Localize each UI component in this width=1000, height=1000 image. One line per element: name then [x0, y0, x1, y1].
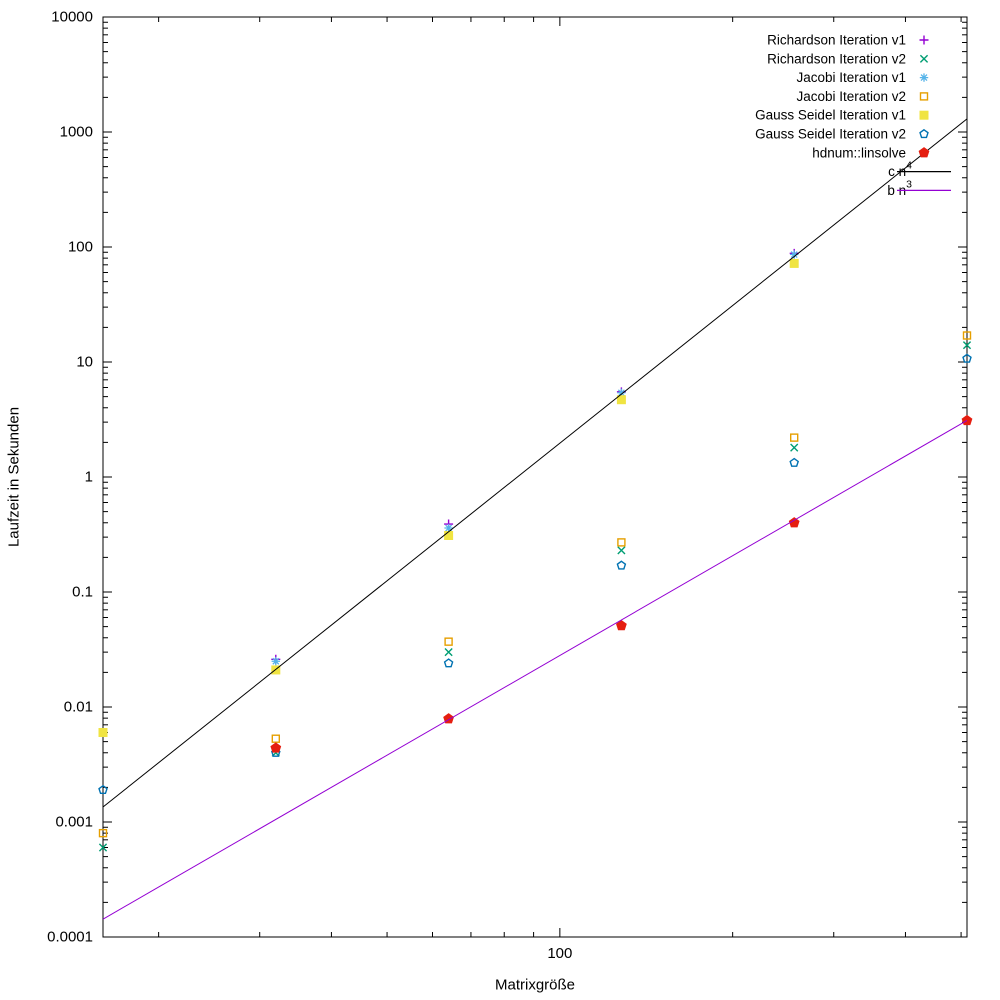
data-point	[444, 523, 453, 533]
axis-ticks: 10000 1000 100 10 1 0.1 0.01 0.001 0.0001 100	[47, 9, 967, 962]
legend-item-richardson-v1: Richardson Iteration v1	[767, 33, 929, 48]
series-richardson-v2	[98, 341, 972, 852]
data-point	[98, 828, 108, 838]
y-tick-label: 0.01	[64, 699, 93, 716]
y-tick-label: 1000	[60, 124, 93, 141]
legend-label: c n4	[888, 160, 912, 180]
series-hdnum-linsolve	[270, 414, 973, 753]
data-point	[962, 331, 972, 340]
legend-label: Richardson Iteration v1	[767, 33, 906, 48]
y-axis-title: Laufzeit in Sekunden	[5, 406, 23, 548]
data-point	[443, 658, 454, 668]
data-point	[919, 35, 929, 45]
fit-line-c-n4	[102, 118, 968, 808]
data-point	[919, 73, 929, 82]
data-point	[271, 657, 280, 666]
data-point	[789, 457, 800, 467]
y-tick-label: 10	[76, 354, 93, 371]
data-point	[616, 619, 627, 631]
data-point	[444, 637, 453, 646]
data-point	[919, 54, 929, 63]
series-gauss-seidel-v1	[98, 258, 799, 738]
data-point	[789, 258, 799, 268]
series-gauss-seidel-v2	[98, 353, 972, 795]
data-point	[962, 341, 972, 350]
data-point	[961, 414, 973, 426]
y-tick-label: 1	[85, 469, 93, 486]
data-point	[919, 110, 929, 120]
data-point	[919, 92, 929, 101]
legend-label: Gauss Seidel Iteration v2	[755, 127, 906, 142]
series-jacobi-v1	[271, 250, 799, 666]
legend-label: Richardson Iteration v2	[767, 51, 906, 66]
y-tick-label: 0.001	[55, 814, 93, 831]
legend-label: Jacobi Iteration v1	[796, 70, 906, 85]
data-point	[788, 517, 800, 528]
legend-item-hdnum-linsolve: hdnum::linsolve	[812, 145, 930, 160]
legend-item-jacobi-v2: Jacobi Iteration v2	[796, 89, 929, 104]
fit-line-b-n3	[102, 420, 968, 920]
data-point	[616, 395, 626, 405]
data-point	[444, 530, 454, 540]
legend-label: b n3	[887, 178, 912, 198]
y-tick-label: 0.1	[72, 584, 93, 601]
data-point	[617, 538, 626, 547]
legend-item-jacobi-v1: Jacobi Iteration v1	[796, 70, 929, 85]
data-point	[271, 734, 280, 743]
data-point	[962, 353, 972, 363]
legend-item-gauss-seidel-v1: Gauss Seidel Iteration v1	[755, 108, 929, 123]
data-point	[444, 648, 453, 657]
data-point	[790, 433, 799, 442]
data-point	[919, 128, 929, 139]
legend-label: Jacobi Iteration v2	[796, 89, 906, 104]
y-tick-label: 100	[68, 239, 93, 256]
data-point	[98, 728, 108, 738]
data-point	[98, 784, 108, 795]
y-tick-label: 10000	[51, 9, 93, 26]
series-jacobi-v2	[98, 331, 972, 838]
legend-label: hdnum::linsolve	[812, 145, 906, 160]
legend-item-b-n3: b n3	[887, 178, 951, 198]
data-point	[918, 147, 930, 158]
legend-item-gauss-seidel-v2: Gauss Seidel Iteration v2	[755, 127, 929, 142]
x-tick-label: 100	[547, 945, 572, 962]
legend-label: Gauss Seidel Iteration v1	[755, 108, 906, 123]
legend-item-richardson-v2: Richardson Iteration v2	[767, 51, 929, 66]
data-point	[616, 560, 627, 570]
legend-item-c-n4: c n4	[888, 160, 951, 180]
data-point	[270, 742, 282, 753]
data-point	[790, 250, 799, 259]
y-tick-label: 0.0001	[47, 929, 93, 946]
data-point	[617, 388, 626, 397]
data-point	[617, 546, 626, 555]
data-point	[790, 443, 799, 452]
legend: Richardson Iteration v1 Richardson Iterat…	[755, 33, 951, 198]
series-richardson-v1	[271, 248, 799, 664]
x-axis-title: Matrixgröße	[494, 976, 576, 994]
data-point	[98, 843, 108, 852]
